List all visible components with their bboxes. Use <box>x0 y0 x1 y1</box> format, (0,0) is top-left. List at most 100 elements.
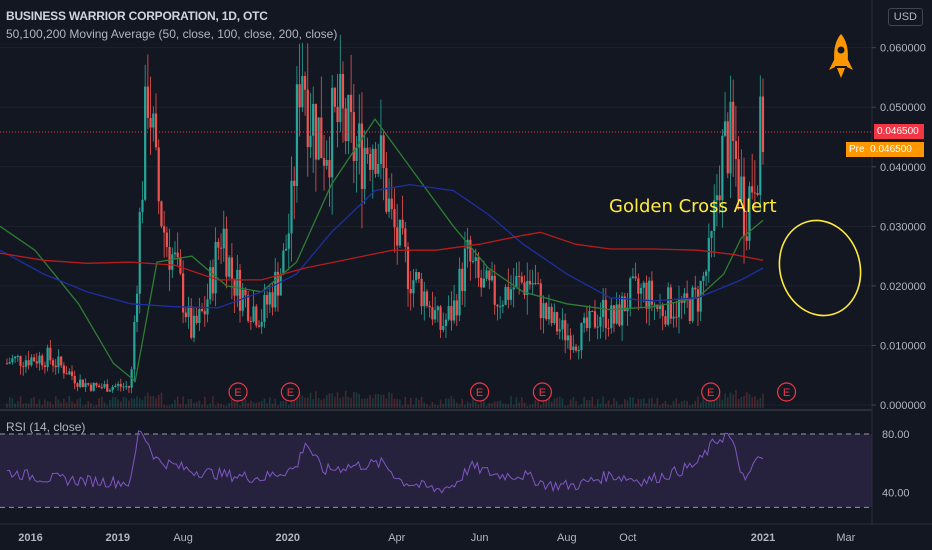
candle-body <box>721 135 724 201</box>
volume-bar <box>328 393 331 408</box>
volume-bar <box>586 400 588 408</box>
candle-body <box>566 335 569 341</box>
volume-bar <box>445 398 447 408</box>
earnings-marker-icon[interactable] <box>470 382 490 402</box>
candle-body <box>331 87 334 178</box>
candle-body <box>732 101 735 142</box>
price-tick-label: 0.040000 <box>880 162 926 174</box>
earnings-marker-label: E <box>539 387 546 399</box>
candle-body <box>667 287 670 325</box>
volume-bar <box>618 405 621 408</box>
volume-bar <box>103 402 106 408</box>
candle-body <box>469 239 472 262</box>
candle-body <box>607 327 610 329</box>
volume-bar <box>339 398 342 408</box>
candle-body <box>263 295 266 322</box>
candle-body <box>228 257 231 277</box>
volume-bar <box>203 396 206 408</box>
candle-body <box>604 299 607 328</box>
candle-body <box>268 292 271 305</box>
candle-body <box>542 303 545 319</box>
volume-bar <box>147 392 149 408</box>
candle-body <box>564 320 567 341</box>
candle-body <box>352 112 355 161</box>
time-tick-label: Oct <box>619 532 636 544</box>
earnings-marker-icon[interactable] <box>776 382 797 402</box>
rsi-legend[interactable]: RSI (14, close) <box>6 420 86 434</box>
candle-body <box>656 304 659 309</box>
volume-bar <box>363 398 366 408</box>
candle-body <box>518 275 521 277</box>
volume-bar <box>60 402 62 408</box>
candle-body <box>444 319 448 326</box>
candle-body <box>141 199 144 213</box>
candle-body <box>629 278 632 308</box>
candle-body <box>60 356 63 366</box>
candle-body <box>144 86 147 200</box>
candle-body <box>740 176 743 202</box>
ma-legend[interactable]: 50,100,200 Moving Average (50, close, 10… <box>6 27 338 41</box>
volume-bar <box>22 404 25 408</box>
candle-body <box>637 278 640 294</box>
volume-bar <box>298 394 301 408</box>
volume-bar <box>732 394 734 408</box>
volume-bar <box>483 397 485 408</box>
candle-body <box>751 186 754 193</box>
earnings-marker-icon[interactable] <box>532 382 552 402</box>
candle-body <box>715 195 719 201</box>
candle-body <box>8 362 11 364</box>
earnings-marker-icon[interactable] <box>228 382 248 402</box>
volume-bar <box>751 397 753 408</box>
candle-body <box>244 289 247 296</box>
candle-body <box>547 306 551 320</box>
currency-button[interactable]: USD <box>887 8 923 26</box>
volume-bar <box>512 404 515 408</box>
price-axis[interactable]: 0.060000 0.050000 0.040000 0.030000 0.020000… <box>872 43 926 412</box>
volume-bar <box>453 398 455 408</box>
time-axis[interactable]: 2016 2019 Aug 2020 Apr Jun Aug Oct 2021 Mar <box>18 532 855 544</box>
earnings-marker-icon[interactable] <box>701 382 721 402</box>
volume-bar <box>274 398 277 408</box>
earnings-marker-label: E <box>476 387 483 399</box>
candle-body <box>704 271 708 276</box>
volume-bar <box>296 392 298 408</box>
volume-bar <box>168 405 171 408</box>
volume-bar <box>71 401 73 408</box>
volume-bar <box>141 399 144 408</box>
time-tick-label: Jun <box>471 532 489 544</box>
price-tick-label: 0.050000 <box>880 102 926 114</box>
volume-bar <box>54 396 57 408</box>
candle-body <box>675 316 678 318</box>
candle-body <box>76 383 79 387</box>
volume-bar <box>472 398 474 408</box>
candle-body <box>620 296 624 326</box>
price-tick-label: 0.030000 <box>880 221 926 233</box>
candle-body <box>46 347 49 368</box>
volume-bar <box>745 392 748 408</box>
candle-body <box>539 283 542 319</box>
volume-bar <box>228 402 230 408</box>
candle-body <box>187 306 190 318</box>
volume-bar <box>122 396 125 408</box>
candle-body <box>287 233 290 249</box>
volume-bar <box>98 398 100 408</box>
earnings-marker-icon[interactable] <box>280 382 300 402</box>
candle-body <box>404 228 407 247</box>
volume-bar <box>708 398 710 408</box>
volume-bar <box>596 399 599 408</box>
last-price-tag: 0.046500 <box>874 124 924 139</box>
volume-bar <box>496 401 499 408</box>
volume-bar <box>301 395 304 408</box>
rsi-tick-label: 80.00 <box>882 429 910 441</box>
volume-bar <box>214 405 217 408</box>
volume-bar <box>347 396 350 408</box>
volume-bar <box>193 402 195 408</box>
candle-body <box>688 299 691 321</box>
candle-body <box>149 117 152 128</box>
volume-bar <box>507 404 510 408</box>
candle-body <box>5 363 9 365</box>
volume-bar <box>49 401 52 408</box>
candle-body <box>138 212 141 294</box>
